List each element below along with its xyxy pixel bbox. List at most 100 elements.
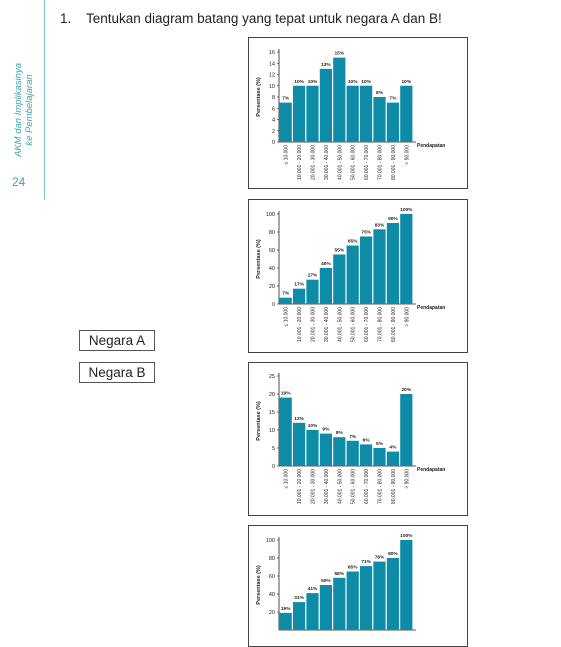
bar-6: [360, 444, 373, 466]
chart-option-2[interactable]: Persentase (%) 0 20 40 60 80 100 7% ≤ 10.000 17% 1…: [248, 199, 468, 353]
category-label-7: 70.001 - 80.000: [378, 307, 384, 342]
data-label-2: 41%: [308, 586, 318, 592]
category-label-7: 70.001 - 80.000: [378, 145, 384, 180]
y-tick-label-0: 20: [269, 610, 275, 616]
y-tick-label-0: 0: [272, 302, 275, 308]
y-tick-label-1: 40: [269, 592, 275, 598]
data-label-9: 100%: [400, 533, 413, 539]
y-tick-label-1: 2: [272, 129, 275, 135]
y-tick-label-3: 15: [269, 410, 275, 416]
category-label-5: 50.001 - 60.000: [351, 307, 357, 342]
bar-8: [386, 223, 399, 304]
category-label-8: 80.001 - 90.000: [391, 307, 397, 342]
x-axis-label: Pendapatan: [417, 143, 445, 149]
bar-8: [386, 558, 399, 630]
category-label-5: 50.001 - 60.000: [351, 469, 357, 504]
data-label-3: 13%: [321, 62, 331, 68]
chart-option-3[interactable]: Persentase (%) 0 5 10 15 20 25 19% ≤ 10.000 12% 10…: [248, 362, 468, 516]
page-number: 24: [12, 175, 26, 189]
answer-box-negara-a[interactable]: Negara A: [79, 330, 155, 351]
bar-4: [333, 254, 346, 304]
bar-9: [400, 85, 413, 142]
y-tick-label-7: 14: [269, 61, 275, 67]
data-label-8: 80%: [388, 551, 398, 557]
chart-option-4[interactable]: Persentase (%) 20 40 60 80 100 19% 31% 41% 50% 58%…: [248, 525, 468, 647]
data-label-3: 50%: [321, 578, 331, 584]
category-label-6: 60.001 - 70.000: [364, 145, 370, 180]
y-tick-label-2: 10: [269, 428, 275, 434]
bar-7: [373, 97, 386, 142]
y-axis-label: Persentase (%): [256, 77, 262, 117]
bar-7: [373, 561, 386, 630]
chart-1-svg: Persentase (%) 0 2 4 6 8 10 12 14 16 7% ≤ 10.000 10%…: [256, 49, 445, 180]
bar-1: [293, 602, 306, 630]
data-label-8: 90%: [388, 216, 398, 222]
y-tick-label-3: 6: [272, 106, 275, 112]
bar-6: [360, 236, 373, 304]
data-label-2: 10%: [308, 423, 318, 429]
data-label-2: 27%: [308, 273, 318, 279]
bar-3: [319, 268, 332, 304]
chart-4-svg: Persentase (%) 20 40 60 80 100 19%31% 41%50%58%…: [256, 533, 416, 631]
data-label-3: 40%: [321, 261, 331, 267]
bar-4: [333, 57, 346, 142]
category-label-7: 70.001 - 80.000: [378, 469, 384, 504]
category-label-9: > 90.000: [404, 145, 410, 165]
y-tick-label-2: 40: [269, 266, 275, 272]
bar-9: [400, 540, 413, 630]
data-label-1: 10%: [294, 79, 304, 85]
chart-option-1[interactable]: Persentase (%) 0 2 4 6 8 10 12 14 16 7% ≤ 10.000 10%…: [248, 37, 468, 189]
category-label-3: 30.001 - 40.000: [324, 145, 330, 180]
y-axis-label: Persentase (%): [256, 401, 262, 441]
data-label-8: 4%: [389, 445, 397, 451]
y-tick-label-0: 0: [272, 464, 275, 470]
category-label-8: 80.001 - 90.000: [391, 145, 397, 180]
bar-6: [360, 566, 373, 630]
y-axis-label: Persentase (%): [256, 239, 262, 279]
question-text: Tentukan diagram batang yang tepat untuk…: [86, 11, 442, 26]
bar-3: [319, 433, 332, 466]
data-label-2: 10%: [308, 79, 318, 85]
category-label-4: 40.001 - 50.000: [337, 469, 343, 504]
category-label-2: 20.001 - 30.000: [311, 145, 317, 180]
bar-3: [319, 585, 332, 630]
category-label-3: 30.001 - 40.000: [324, 469, 330, 504]
y-tick-label-0: 0: [272, 140, 275, 146]
data-label-3: 9%: [322, 427, 330, 433]
bar-5: [346, 571, 359, 630]
y-tick-label-2: 60: [269, 574, 275, 580]
bar-3: [319, 68, 332, 142]
chart-3-svg: Persentase (%) 0 5 10 15 20 25 19% ≤ 10.000 12% 10…: [256, 373, 445, 504]
bar-9: [400, 394, 413, 466]
question-number: 1.: [60, 11, 72, 26]
data-label-6: 75%: [361, 230, 371, 236]
data-label-7: 5%: [376, 441, 384, 447]
category-label-1: 10.001 - 20.000: [297, 307, 303, 342]
bar-5: [346, 245, 359, 304]
category-label-0: ≤ 10.000: [284, 307, 290, 327]
bar-8: [386, 451, 399, 466]
data-label-4: 55%: [334, 248, 344, 254]
bar-2: [306, 85, 319, 142]
data-label-9: 20%: [401, 387, 411, 393]
chart-2-svg: Persentase (%) 0 20 40 60 80 100 7% ≤ 10.000 17% 1…: [256, 207, 445, 342]
category-label-6: 60.001 - 70.000: [364, 469, 370, 504]
category-label-4: 40.001 - 50.000: [337, 145, 343, 180]
bar-0: [279, 612, 292, 630]
data-label-0: 19%: [281, 391, 291, 397]
bar-5: [346, 440, 359, 466]
category-label-8: 80.001 - 90.000: [391, 469, 397, 504]
y-tick-label-1: 5: [272, 446, 275, 452]
data-label-6: 71%: [361, 559, 371, 565]
data-label-4: 58%: [334, 571, 344, 577]
bar-0: [279, 102, 292, 142]
y-tick-label-4: 20: [269, 392, 275, 398]
category-label-5: 50.001 - 60.000: [351, 145, 357, 180]
bar-1: [293, 85, 306, 142]
y-tick-label-3: 80: [269, 556, 275, 562]
category-label-2: 20.001 - 30.000: [311, 307, 317, 342]
data-label-5: 65%: [348, 565, 358, 571]
category-label-1: 10.001 - 20.000: [297, 469, 303, 504]
answer-box-negara-b[interactable]: Negara B: [79, 362, 155, 383]
data-label-5: 10%: [348, 79, 358, 85]
